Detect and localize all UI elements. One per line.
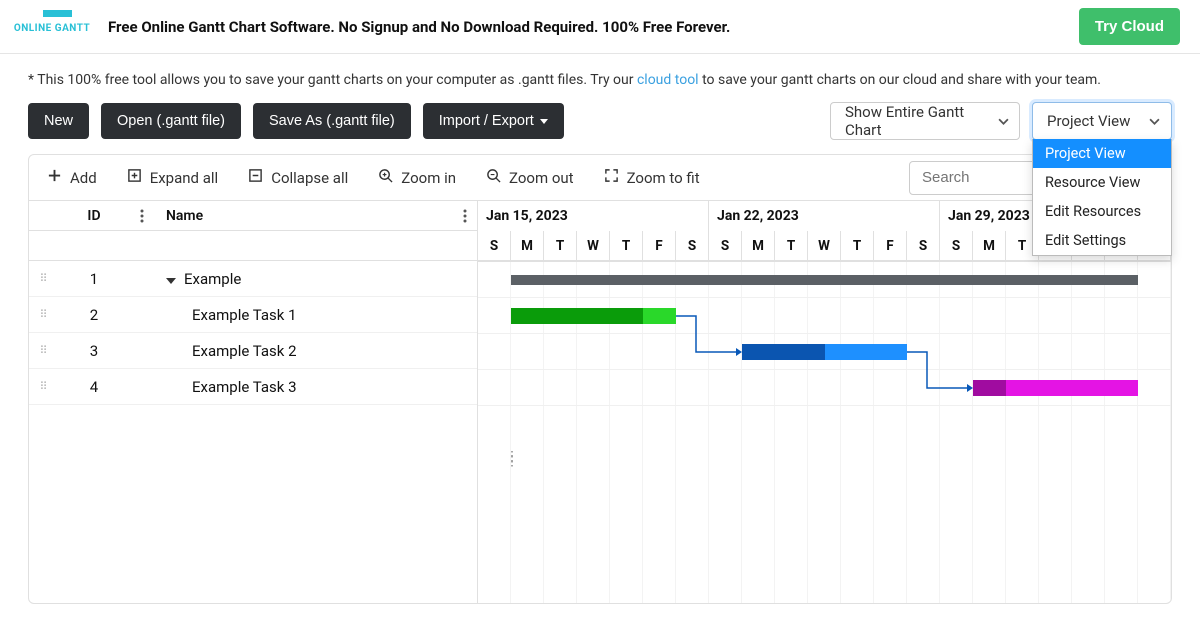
save-as-button[interactable]: Save As (.gantt file) <box>253 103 411 139</box>
day-label: T <box>841 231 874 260</box>
top-banner: ONLINE GANTT Free Online Gantt Chart Sof… <box>0 0 1200 54</box>
info-note: * This 100% free tool allows you to save… <box>0 54 1200 98</box>
expand-icon <box>127 168 142 187</box>
week-label: Jan 22, 2023 <box>709 201 940 231</box>
zoom-fit-label: Zoom to fit <box>627 169 700 187</box>
view-option-edit-settings[interactable]: Edit Settings <box>1033 226 1171 255</box>
col-id-menu[interactable] <box>129 209 154 223</box>
drag-handle-icon[interactable]: ⠿ <box>39 380 48 393</box>
day-label: W <box>808 231 841 260</box>
timeline-row <box>478 298 1171 334</box>
row-name[interactable]: Example Task 3 <box>154 378 477 396</box>
logo[interactable]: ONLINE GANTT <box>6 19 98 34</box>
zoom-in-label: Zoom in <box>401 169 456 187</box>
expand-label: Expand all <box>150 169 218 187</box>
zoom-fit-button[interactable]: Zoom to fit <box>598 164 706 191</box>
row-id: 2 <box>59 306 129 324</box>
timeline-row <box>478 262 1171 298</box>
zoom-out-button[interactable]: Zoom out <box>480 164 580 191</box>
note-prefix: * This 100% free tool allows you to save… <box>28 72 637 88</box>
view-select[interactable]: Project View Project View Resource View … <box>1032 102 1172 140</box>
task-grid: ID Name ⠿ 1 Example ⠿ 2 Example Task 1 ⠿ 3 Examp… <box>29 201 478 603</box>
zoom-in-icon <box>378 168 393 187</box>
show-entire-label: Show Entire Gantt Chart <box>845 103 980 139</box>
day-label: S <box>940 231 973 260</box>
tagline-text: Free Online Gantt Chart Software. No Sig… <box>108 18 1079 36</box>
view-dropdown: Project View Resource View Edit Resource… <box>1032 139 1172 256</box>
drag-handle-icon[interactable]: ⠿ <box>39 308 48 321</box>
pane-splitter[interactable]: ⋮⋮ <box>505 455 519 463</box>
logo-text: ONLINE GANTT <box>14 23 90 34</box>
day-label: M <box>742 231 775 260</box>
new-button[interactable]: New <box>28 103 89 139</box>
col-name-menu[interactable] <box>452 209 477 223</box>
cloud-tool-link[interactable]: cloud tool <box>637 72 699 88</box>
day-label: W <box>577 231 610 260</box>
show-entire-select[interactable]: Show Entire Gantt Chart <box>830 102 1020 140</box>
add-button[interactable]: Add <box>41 164 103 191</box>
row-name[interactable]: Example Task 1 <box>154 306 477 324</box>
day-label: S <box>709 231 742 260</box>
note-suffix: to save your gantt charts on our cloud a… <box>699 72 1101 88</box>
day-label: F <box>874 231 907 260</box>
collapse-all-button[interactable]: Collapse all <box>242 164 354 191</box>
view-option-resource[interactable]: Resource View <box>1033 168 1171 197</box>
import-export-button[interactable]: Import / Export <box>423 103 564 139</box>
zoom-in-button[interactable]: Zoom in <box>372 164 462 191</box>
row-name[interactable]: Example Task 2 <box>154 342 477 360</box>
table-row[interactable]: ⠿ 1 Example <box>29 261 477 297</box>
day-label: T <box>775 231 808 260</box>
day-label: S <box>676 231 709 260</box>
drag-handle-icon[interactable]: ⠿ <box>39 344 48 357</box>
table-row[interactable]: ⠿ 2 Example Task 1 <box>29 297 477 333</box>
zoom-out-label: Zoom out <box>509 169 574 187</box>
add-label: Add <box>70 169 97 187</box>
gantt-bar[interactable] <box>511 275 1138 285</box>
col-name-header[interactable]: Name <box>154 208 452 224</box>
gantt-container: Add Expand all Collapse all Zoom in Zoom… <box>28 154 1172 604</box>
row-id: 3 <box>59 342 129 360</box>
row-id: 4 <box>59 378 129 396</box>
day-label: M <box>973 231 1006 260</box>
chevron-down-icon <box>998 115 1009 127</box>
open-button[interactable]: Open (.gantt file) <box>101 103 241 139</box>
day-label: S <box>478 231 511 260</box>
drag-handle-icon[interactable]: ⠿ <box>39 272 48 285</box>
timeline-row <box>478 334 1171 370</box>
try-cloud-button[interactable]: Try Cloud <box>1079 8 1180 45</box>
grid-header: ID Name <box>29 201 477 231</box>
day-label: M <box>511 231 544 260</box>
table-row[interactable]: ⠿ 4 Example Task 3 <box>29 369 477 405</box>
plus-icon <box>47 168 62 187</box>
view-select-label: Project View <box>1047 112 1130 130</box>
view-option-edit-resources[interactable]: Edit Resources <box>1033 197 1171 226</box>
timeline-pane: Jan 15, 2023Jan 22, 2023Jan 29, 2023 SMT… <box>478 201 1171 603</box>
row-name[interactable]: Example <box>154 270 477 288</box>
day-label: F <box>643 231 676 260</box>
gantt-bar[interactable] <box>973 380 1138 396</box>
week-label: Jan 15, 2023 <box>478 201 709 231</box>
chevron-down-icon <box>1148 115 1160 127</box>
view-option-project[interactable]: Project View <box>1033 139 1171 168</box>
gantt-bar[interactable] <box>511 308 676 324</box>
collapse-caret-icon[interactable] <box>166 278 176 284</box>
main-toolbar: New Open (.gantt file) Save As (.gantt f… <box>0 98 1200 154</box>
zoom-out-icon <box>486 168 501 187</box>
collapse-label: Collapse all <box>271 169 348 187</box>
row-id: 1 <box>59 270 129 288</box>
gantt-bar[interactable] <box>742 344 907 360</box>
collapse-icon <box>248 168 263 187</box>
day-label: T <box>544 231 577 260</box>
day-label: T <box>610 231 643 260</box>
day-label: S <box>907 231 940 260</box>
expand-all-button[interactable]: Expand all <box>121 164 224 191</box>
zoom-fit-icon <box>604 168 619 187</box>
timeline-row <box>478 370 1171 406</box>
table-row[interactable]: ⠿ 3 Example Task 2 <box>29 333 477 369</box>
gantt-toolbar: Add Expand all Collapse all Zoom in Zoom… <box>29 155 1171 201</box>
col-id-header[interactable]: ID <box>59 208 129 224</box>
